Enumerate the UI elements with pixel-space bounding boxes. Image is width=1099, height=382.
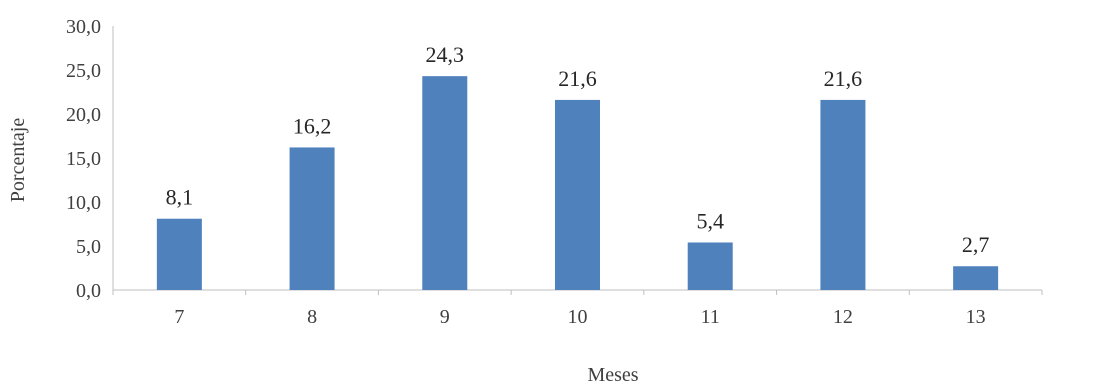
y-tick-label: 10,0 [66, 192, 101, 214]
data-label: 21,6 [824, 66, 863, 91]
data-label: 24,3 [426, 42, 465, 67]
data-label: 16,2 [293, 113, 332, 138]
bar [422, 76, 468, 290]
bar [555, 99, 600, 290]
data-labels: 8,1 16,2 24,3 21,6 5,4 21,6 2,7 [166, 42, 990, 257]
x-tick-label: 9 [440, 306, 450, 328]
bar [820, 99, 866, 290]
y-tick-label: 5,0 [76, 236, 101, 258]
x-axis-ticks: 7 8 9 10 11 12 13 [174, 306, 985, 328]
data-label: 2,7 [962, 232, 990, 257]
x-tick-label: 12 [833, 306, 853, 328]
x-axis-tick-marks [112, 290, 1043, 295]
bar [687, 242, 733, 290]
data-label: 21,6 [558, 66, 597, 91]
bar [953, 266, 999, 290]
data-label: 5,4 [696, 208, 724, 233]
x-tick-label: 11 [701, 306, 720, 328]
y-tick-label: 25,0 [66, 60, 101, 82]
y-axis-title: Porcentaje [7, 118, 29, 203]
bars [156, 76, 999, 290]
y-tick-label: 20,0 [66, 104, 101, 126]
x-tick-label: 10 [568, 306, 588, 328]
bar [156, 218, 202, 290]
y-tick-label: 30,0 [66, 16, 101, 38]
x-axis-title: Meses [587, 364, 638, 382]
y-tick-label: 0,0 [76, 280, 101, 302]
x-tick-label: 8 [307, 306, 317, 328]
bar [289, 147, 335, 290]
y-tick-label: 15,0 [66, 148, 101, 170]
data-label: 8,1 [166, 185, 194, 210]
x-tick-label: 7 [174, 306, 184, 328]
y-axis-ticks: 0,0 5,0 10,0 15,0 20,0 25,0 30,0 [66, 16, 101, 302]
x-tick-label: 13 [966, 306, 986, 328]
